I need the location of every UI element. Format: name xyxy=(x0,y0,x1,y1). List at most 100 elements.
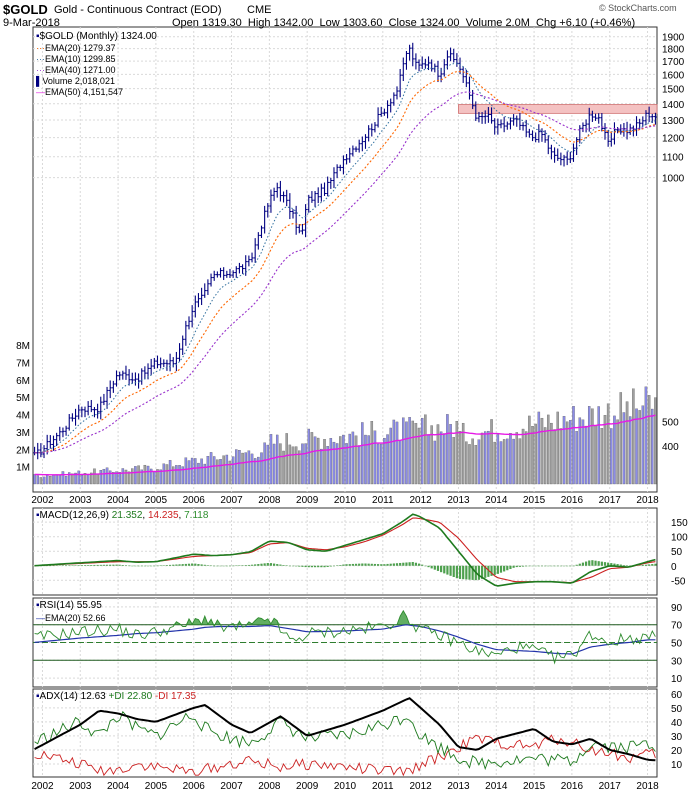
volume-bar xyxy=(550,422,553,485)
volume-bar xyxy=(329,438,333,485)
macd-histogram-bar xyxy=(222,565,225,567)
macd-histogram-bar xyxy=(168,564,172,566)
macd-histogram-bar xyxy=(80,565,83,566)
volume-bar xyxy=(357,445,361,485)
macd-histogram-bar xyxy=(644,564,648,566)
macd-histogram-bar xyxy=(556,565,559,567)
macd-histogram-bar xyxy=(484,565,487,578)
macd-histogram-bar xyxy=(433,565,436,570)
volume-tick-label: 3M xyxy=(16,428,30,439)
macd-histogram-bar xyxy=(301,565,304,567)
volume-bar xyxy=(335,443,339,485)
macd-histogram-bar xyxy=(648,564,651,566)
macd-histogram-bar xyxy=(373,563,377,566)
ticker-symbol: $GOLD xyxy=(3,2,48,17)
volume-bar xyxy=(405,421,408,485)
macd-histogram-bar xyxy=(68,565,71,566)
macd-histogram-bar xyxy=(417,563,421,566)
volume-bar xyxy=(509,433,512,485)
volume-bar xyxy=(424,414,427,485)
year-tick-label: 2012 xyxy=(410,495,433,506)
volume-bar xyxy=(304,443,307,485)
macd-histogram-bar xyxy=(638,565,641,566)
volume-bar xyxy=(105,467,109,485)
macd-histogram-bar xyxy=(172,564,175,566)
volume-bar xyxy=(348,433,351,485)
volume-bar xyxy=(373,430,377,485)
macd-histogram-bar xyxy=(518,565,522,567)
macd-histogram-bar xyxy=(512,565,515,568)
year-tick-label: 2007 xyxy=(220,781,243,792)
quote-line: Open 1319.30 High 1342.00 Low 1303.60 Cl… xyxy=(172,17,636,29)
volume-bar xyxy=(553,429,556,485)
macd-histogram-bar xyxy=(613,563,616,566)
macd-histogram-bar xyxy=(96,564,99,566)
year-tick-label: 2016 xyxy=(561,495,584,506)
macd-histogram-bar xyxy=(477,565,481,580)
instrument-name: Gold - Continuous Contract (EOD) xyxy=(54,4,222,16)
macd-histogram-bar xyxy=(99,564,102,566)
macd-histogram-bar xyxy=(389,563,392,566)
macd-panel: -50 0 50 100 150 xyxy=(32,507,688,596)
volume-bar xyxy=(559,428,563,485)
volume-bar xyxy=(524,431,528,485)
legend-macd: ▪MACD(12,26,9) 21.352, 14.235, 7.118 xyxy=(36,510,209,521)
volume-bar xyxy=(370,421,374,485)
volume-bar xyxy=(253,458,257,485)
volume-bar xyxy=(235,449,238,485)
macd-histogram-bar xyxy=(52,565,55,567)
volume-bar xyxy=(584,425,588,485)
volume-bar xyxy=(115,471,118,485)
volume-bar xyxy=(587,406,591,485)
price-tick-label: 400 xyxy=(662,442,679,453)
macd-histogram-bar xyxy=(465,565,468,580)
volume-bar xyxy=(572,406,575,485)
macd-histogram-bar xyxy=(471,565,474,580)
year-tick-label: 2006 xyxy=(183,495,206,506)
macd-histogram-bar xyxy=(553,565,556,567)
volume-bar xyxy=(36,475,39,485)
volume-bar xyxy=(175,465,178,485)
volume-bar xyxy=(307,428,311,485)
adx-panel: 10 20 30 40 50 60 2002 2003 2004 2005 2006 2007 2008… xyxy=(31,688,683,792)
volume-bar xyxy=(184,457,188,485)
macd-histogram-bar xyxy=(263,563,266,566)
macd-histogram-bar xyxy=(462,565,465,580)
volume-bar xyxy=(320,448,323,485)
volume-bar xyxy=(45,475,49,485)
volume-bar xyxy=(225,454,229,485)
macd-histogram-bar xyxy=(421,564,424,566)
year-tick-label: 2016 xyxy=(561,781,584,792)
macd-histogram-bar xyxy=(443,565,446,574)
volume-bar xyxy=(86,473,90,485)
volume-bar xyxy=(518,438,522,485)
volume-bar xyxy=(638,410,641,485)
volume-bar xyxy=(42,476,46,485)
macd-histogram-bar xyxy=(405,562,408,566)
year-tick-label: 2004 xyxy=(107,495,130,506)
macd-histogram-bar xyxy=(206,565,210,566)
volume-bar xyxy=(194,458,197,485)
macd-histogram-bar xyxy=(131,565,134,567)
volume-bar xyxy=(361,422,364,485)
volume-bar xyxy=(603,415,607,485)
volume-bar xyxy=(190,457,194,485)
volume-bar xyxy=(547,414,550,485)
macd-line xyxy=(34,513,656,587)
year-tick-label: 2009 xyxy=(296,781,319,792)
year-tick-label: 2010 xyxy=(334,781,357,792)
macd-histogram-bar xyxy=(49,565,52,567)
year-tick-label: 2002 xyxy=(31,781,54,792)
volume-bar xyxy=(143,464,147,485)
volume-bar xyxy=(272,443,276,485)
macd-histogram-bar xyxy=(572,565,575,567)
macd-histogram-bar xyxy=(320,565,323,568)
volume-bar xyxy=(96,474,99,485)
macd-histogram-bar xyxy=(544,565,547,567)
volume-bar xyxy=(537,411,541,485)
year-tick-label: 2008 xyxy=(258,781,281,792)
volume-bar xyxy=(219,459,222,485)
macd-histogram-bar xyxy=(178,564,181,566)
macd-histogram-bar xyxy=(232,565,235,567)
macd-histogram-bar xyxy=(575,564,578,566)
